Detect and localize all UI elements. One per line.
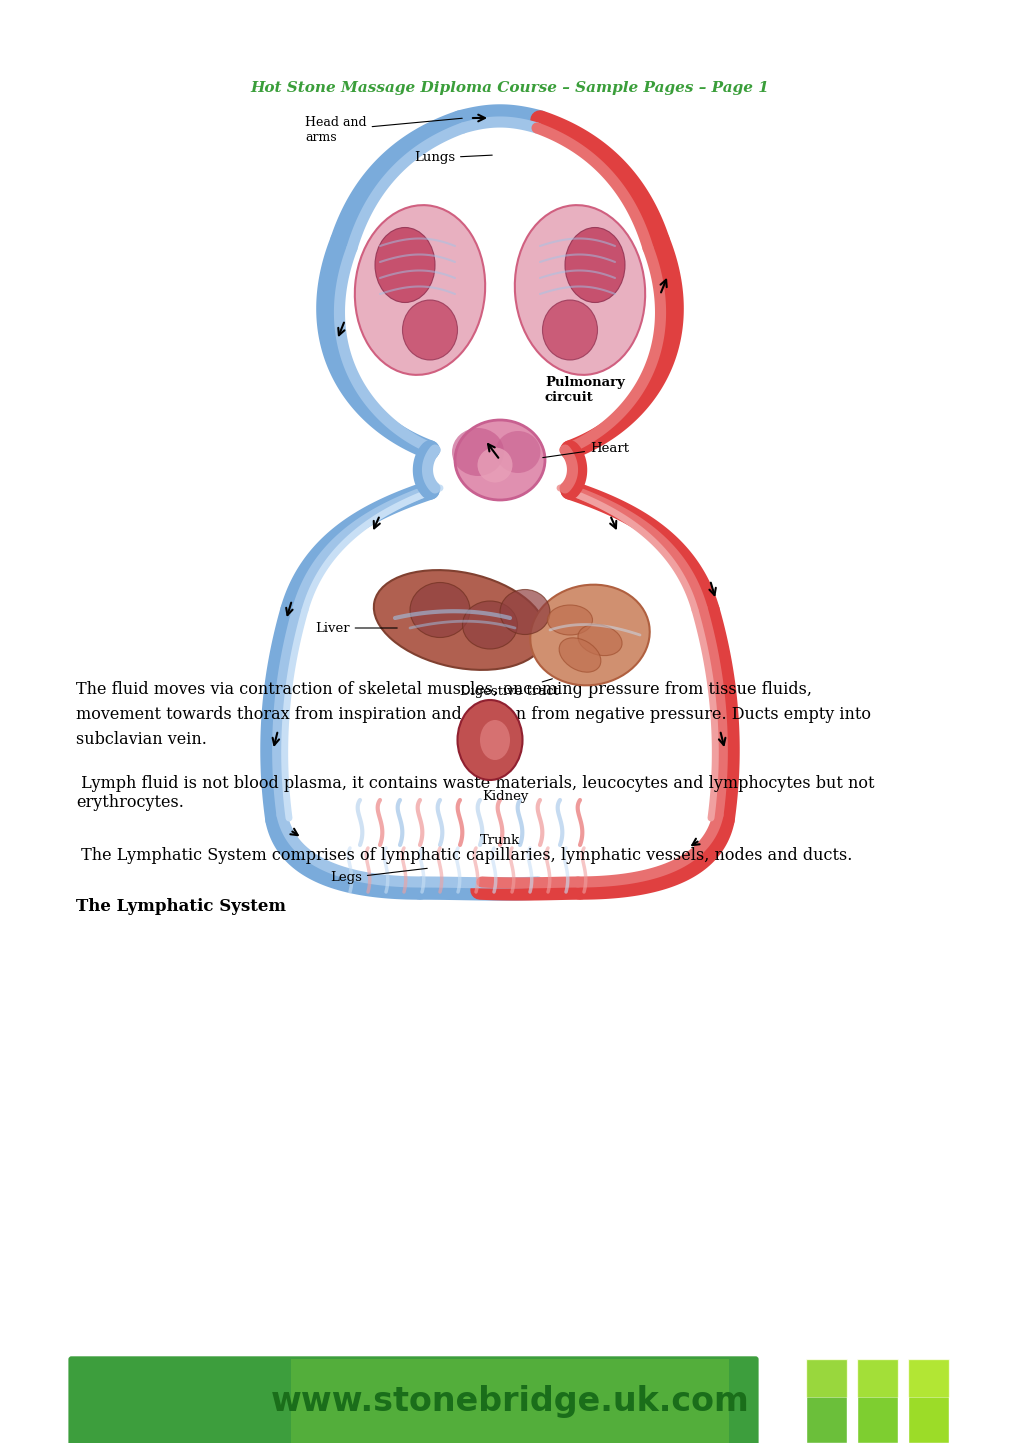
Text: Pulmonary
circuit: Pulmonary circuit xyxy=(544,377,625,404)
Text: Liver: Liver xyxy=(315,622,396,635)
Ellipse shape xyxy=(403,300,458,359)
Ellipse shape xyxy=(480,720,510,760)
Ellipse shape xyxy=(530,584,649,685)
Ellipse shape xyxy=(499,590,549,635)
Ellipse shape xyxy=(458,700,522,781)
Ellipse shape xyxy=(451,429,503,476)
Ellipse shape xyxy=(542,300,597,359)
Text: Heart: Heart xyxy=(542,442,629,457)
Ellipse shape xyxy=(454,420,544,501)
FancyBboxPatch shape xyxy=(907,1359,948,1443)
FancyBboxPatch shape xyxy=(907,1359,948,1397)
FancyBboxPatch shape xyxy=(856,1359,897,1443)
Text: Diagram showing Systemic and Portal Circulation: Diagram showing Systemic and Portal Circ… xyxy=(76,1395,580,1413)
Ellipse shape xyxy=(374,570,545,670)
Text: Head and
arms: Head and arms xyxy=(305,115,462,144)
Ellipse shape xyxy=(495,431,540,473)
Ellipse shape xyxy=(558,638,600,672)
Ellipse shape xyxy=(578,625,622,655)
Ellipse shape xyxy=(477,447,512,482)
Text: Hot Stone Massage Diploma Course – Sample Pages – Page 1: Hot Stone Massage Diploma Course – Sampl… xyxy=(251,81,768,95)
Ellipse shape xyxy=(462,600,517,649)
Ellipse shape xyxy=(355,205,485,375)
FancyBboxPatch shape xyxy=(856,1359,897,1397)
Text: Kidney: Kidney xyxy=(481,789,528,802)
Text: Legs: Legs xyxy=(330,869,427,885)
Ellipse shape xyxy=(547,605,592,635)
Text: Lungs: Lungs xyxy=(414,152,492,165)
Text: Lymph fluid is not blood plasma, it contains waste materials, leucocytes and lym: Lymph fluid is not blood plasma, it cont… xyxy=(76,775,874,811)
Ellipse shape xyxy=(375,228,434,303)
Ellipse shape xyxy=(565,228,625,303)
Ellipse shape xyxy=(410,583,470,638)
Text: The Lymphatic System comprises of lymphatic capillaries, lymphatic vessels, node: The Lymphatic System comprises of lympha… xyxy=(76,847,852,864)
Text: The fluid moves via contraction of skeletal muscles, oncoming pressure from tiss: The fluid moves via contraction of skele… xyxy=(76,681,870,747)
Text: The Lymphatic System: The Lymphatic System xyxy=(76,898,286,915)
Ellipse shape xyxy=(515,205,645,375)
FancyBboxPatch shape xyxy=(68,1356,758,1443)
FancyBboxPatch shape xyxy=(805,1359,846,1397)
Text: www.stonebridge.uk.com: www.stonebridge.uk.com xyxy=(270,1385,749,1417)
FancyBboxPatch shape xyxy=(290,1359,729,1443)
Text: Trunk: Trunk xyxy=(479,834,520,847)
Text: Digestive tract: Digestive tract xyxy=(460,678,558,698)
FancyBboxPatch shape xyxy=(805,1359,846,1443)
